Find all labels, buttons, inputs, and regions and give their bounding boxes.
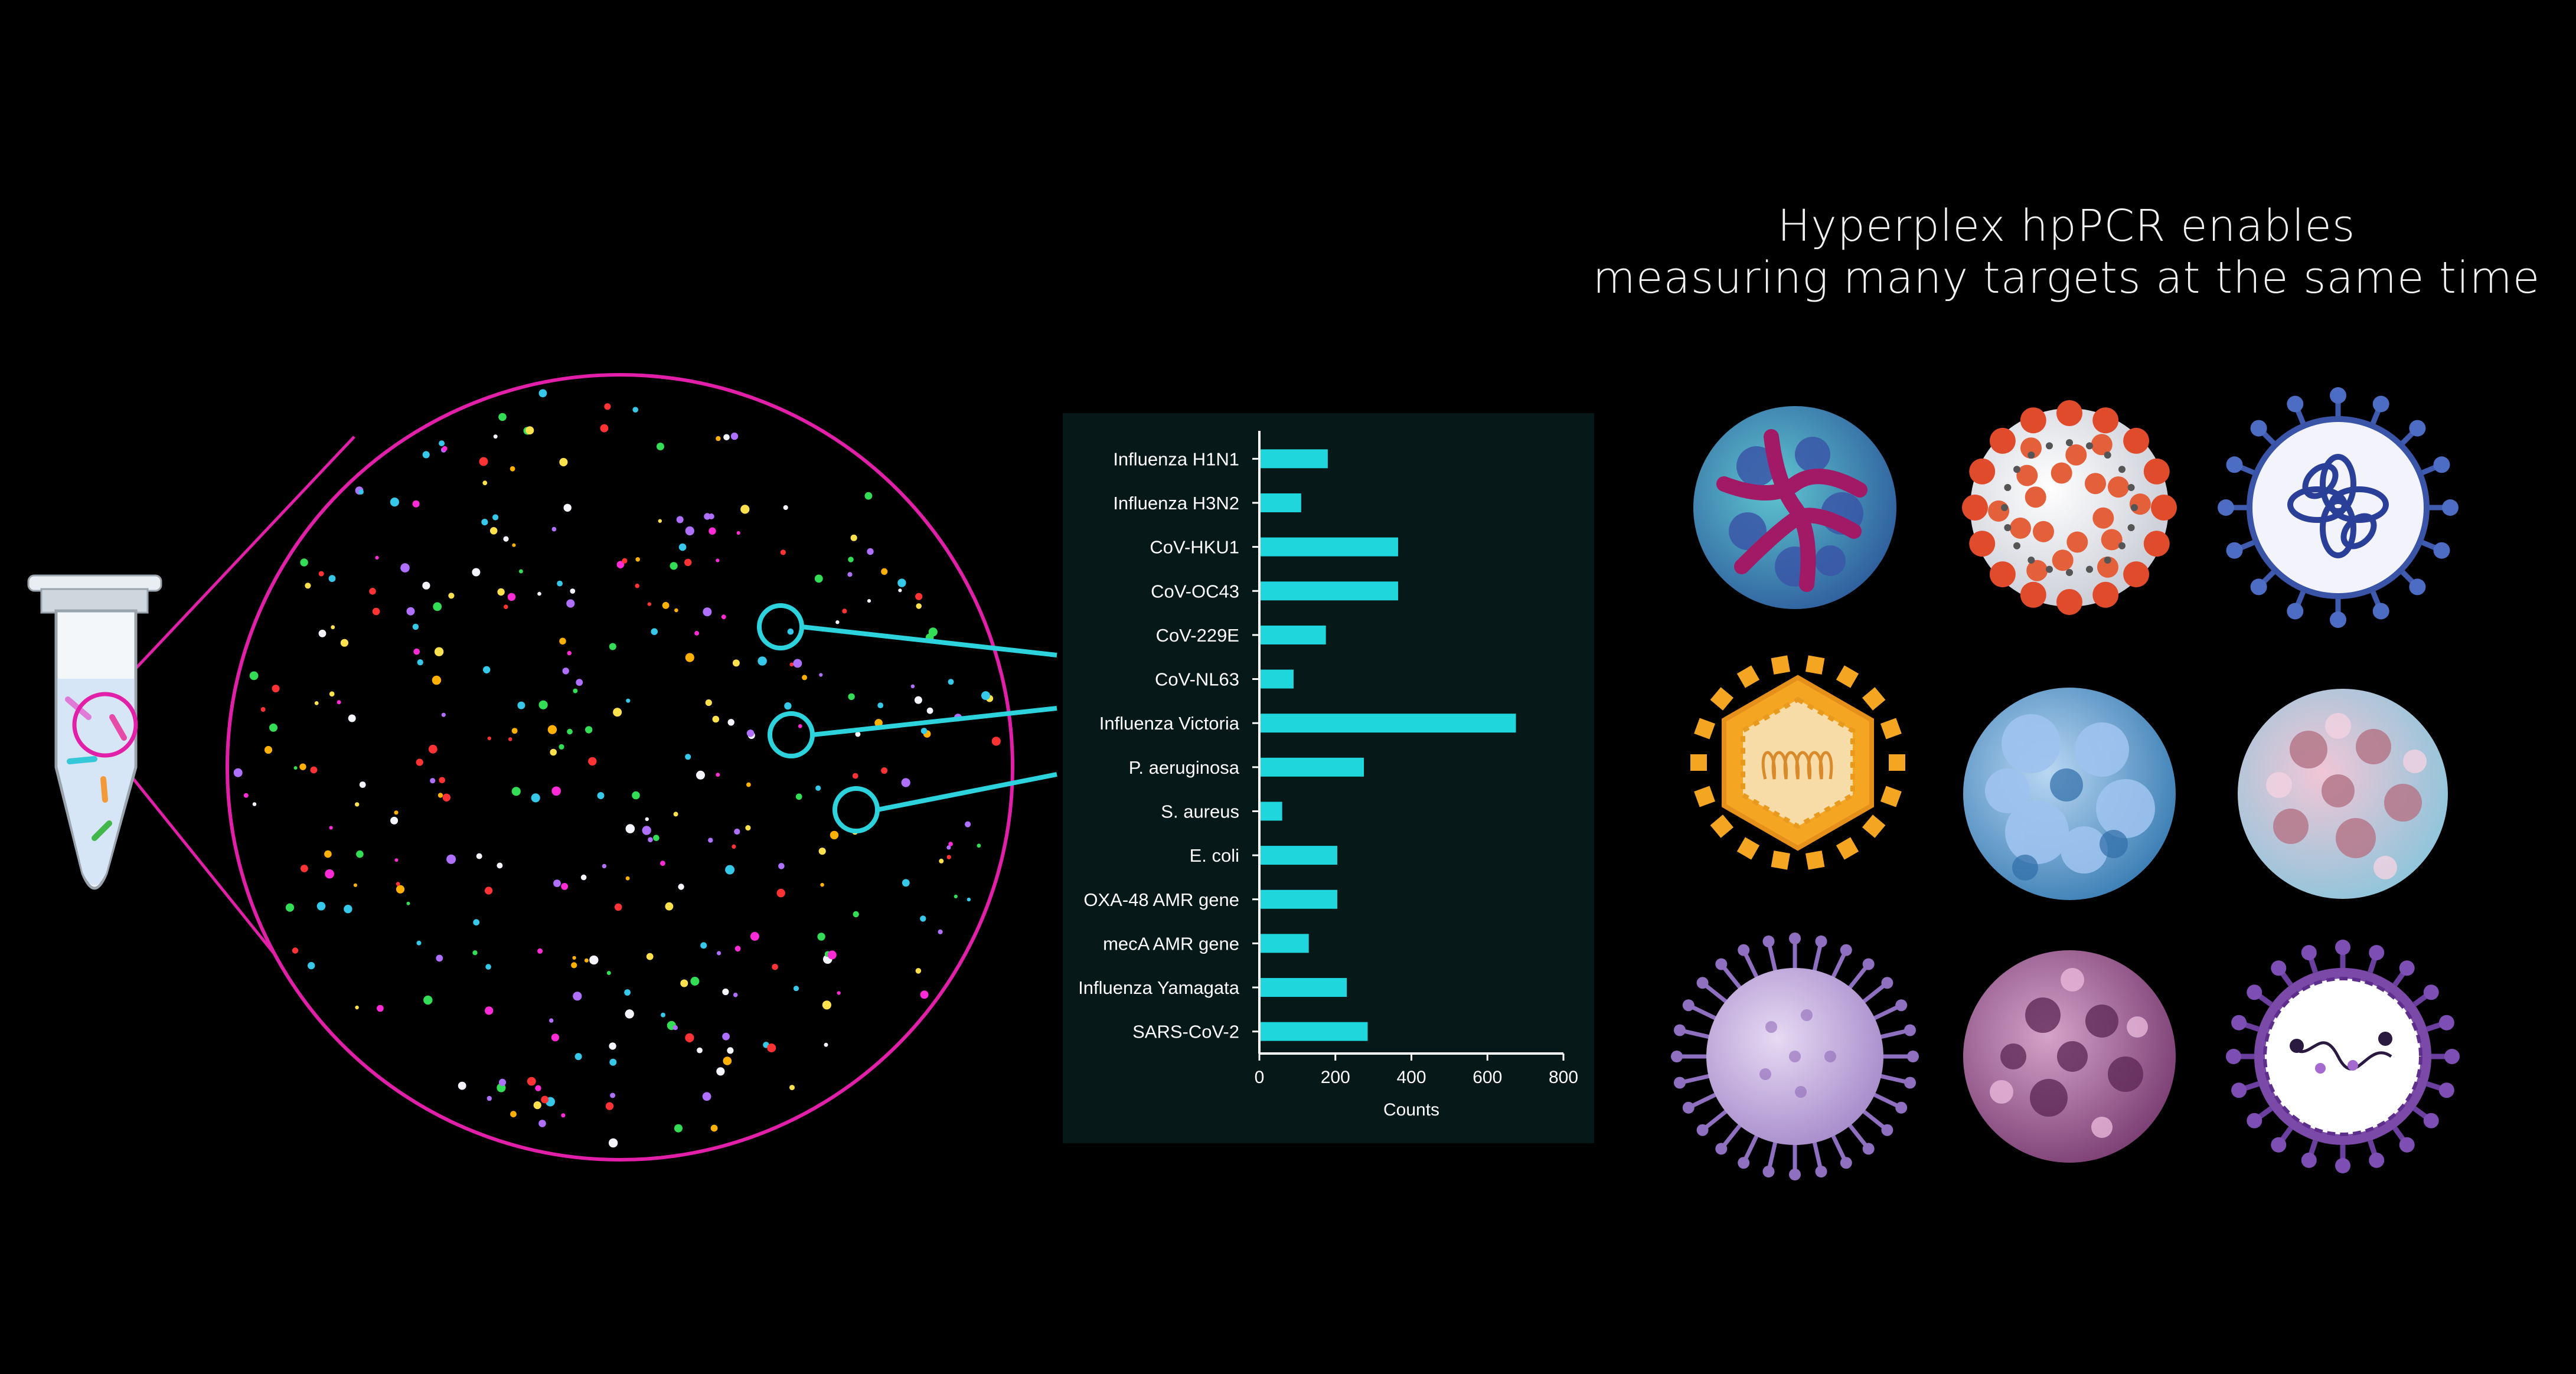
- influenza-virus-icon: [1693, 406, 1896, 609]
- x-tick-label-1: 200: [1321, 1068, 1350, 1087]
- bar-7: [1261, 757, 1364, 777]
- bar-6: [1261, 714, 1516, 733]
- category-label-1: Influenza H3N2: [1113, 493, 1239, 513]
- category-label-8: S. aureus: [1161, 801, 1239, 822]
- category-label-9: E. coli: [1190, 845, 1239, 866]
- microcentrifuge-tube-icon: [27, 574, 162, 890]
- bar-0: [1261, 449, 1328, 469]
- category-label-10: OXA-48 AMR gene: [1083, 889, 1239, 910]
- x-tick-label-0: 0: [1255, 1068, 1265, 1087]
- bar-1: [1261, 493, 1301, 512]
- x-axis-label: Counts: [1383, 1100, 1439, 1120]
- zoom-line-bottom: [111, 751, 296, 981]
- bar-2: [1261, 537, 1398, 557]
- category-label-7: P. aeruginosa: [1129, 757, 1240, 778]
- category-label-13: SARS-CoV-2: [1132, 1022, 1239, 1042]
- fluorescence-droplet-field: [226, 373, 1014, 1162]
- x-tick-label-3: 600: [1473, 1068, 1502, 1087]
- callout-line-1: [801, 624, 1057, 657]
- enveloped-virus-blue-spikes-icon: [2218, 387, 2459, 628]
- zoom-line-top: [111, 436, 355, 695]
- bar-13: [1261, 1022, 1368, 1041]
- bar-5: [1261, 669, 1294, 689]
- bar-11: [1261, 934, 1309, 953]
- blue-capsid-virus-icon: [1963, 688, 2176, 900]
- bar-10: [1261, 889, 1337, 909]
- hexagonal-phage-icon: [1690, 655, 1905, 870]
- x-tick-label-2: 400: [1396, 1068, 1426, 1087]
- category-label-6: Influenza Victoria: [1099, 713, 1240, 734]
- pink-capsid-virus-icon: [2238, 689, 2448, 899]
- category-label-11: mecA AMR gene: [1103, 933, 1239, 954]
- category-label-2: CoV-HKU1: [1150, 537, 1239, 558]
- coronavirus-red-spikes-icon: [1962, 400, 2177, 615]
- chart-panel: [1063, 413, 1594, 1143]
- virus-grid: [1671, 387, 2460, 1180]
- spiky-purple-virus-icon: [1671, 933, 1919, 1180]
- headline-line-2: measuring many targets at the same time: [1592, 253, 2541, 303]
- bar-3: [1261, 581, 1398, 601]
- category-label-0: Influenza H1N1: [1113, 449, 1239, 469]
- enveloped-virus-rna-icon: [2226, 940, 2460, 1173]
- category-label-12: Influenza Yamagata: [1078, 977, 1240, 998]
- callout-line-2: [812, 706, 1057, 737]
- category-label-4: CoV-229E: [1156, 625, 1239, 646]
- icosahedral-purple-virus-icon: [1963, 950, 2176, 1163]
- category-label-5: CoV-NL63: [1155, 669, 1239, 690]
- bar-12: [1261, 978, 1347, 997]
- bar-9: [1261, 846, 1337, 865]
- bar-8: [1261, 802, 1282, 821]
- bar-chart: Influenza H1N1 Influenza H3N2 CoV-HKU1 CoV-…: [1078, 431, 1578, 1120]
- headline-line-1: Hyperplex hpPCR enables: [1777, 201, 2356, 251]
- callout-line-3: [877, 772, 1057, 812]
- bar-4: [1261, 625, 1326, 645]
- x-tick-label-4: 800: [1549, 1068, 1578, 1087]
- category-label-3: CoV-OC43: [1151, 581, 1239, 601]
